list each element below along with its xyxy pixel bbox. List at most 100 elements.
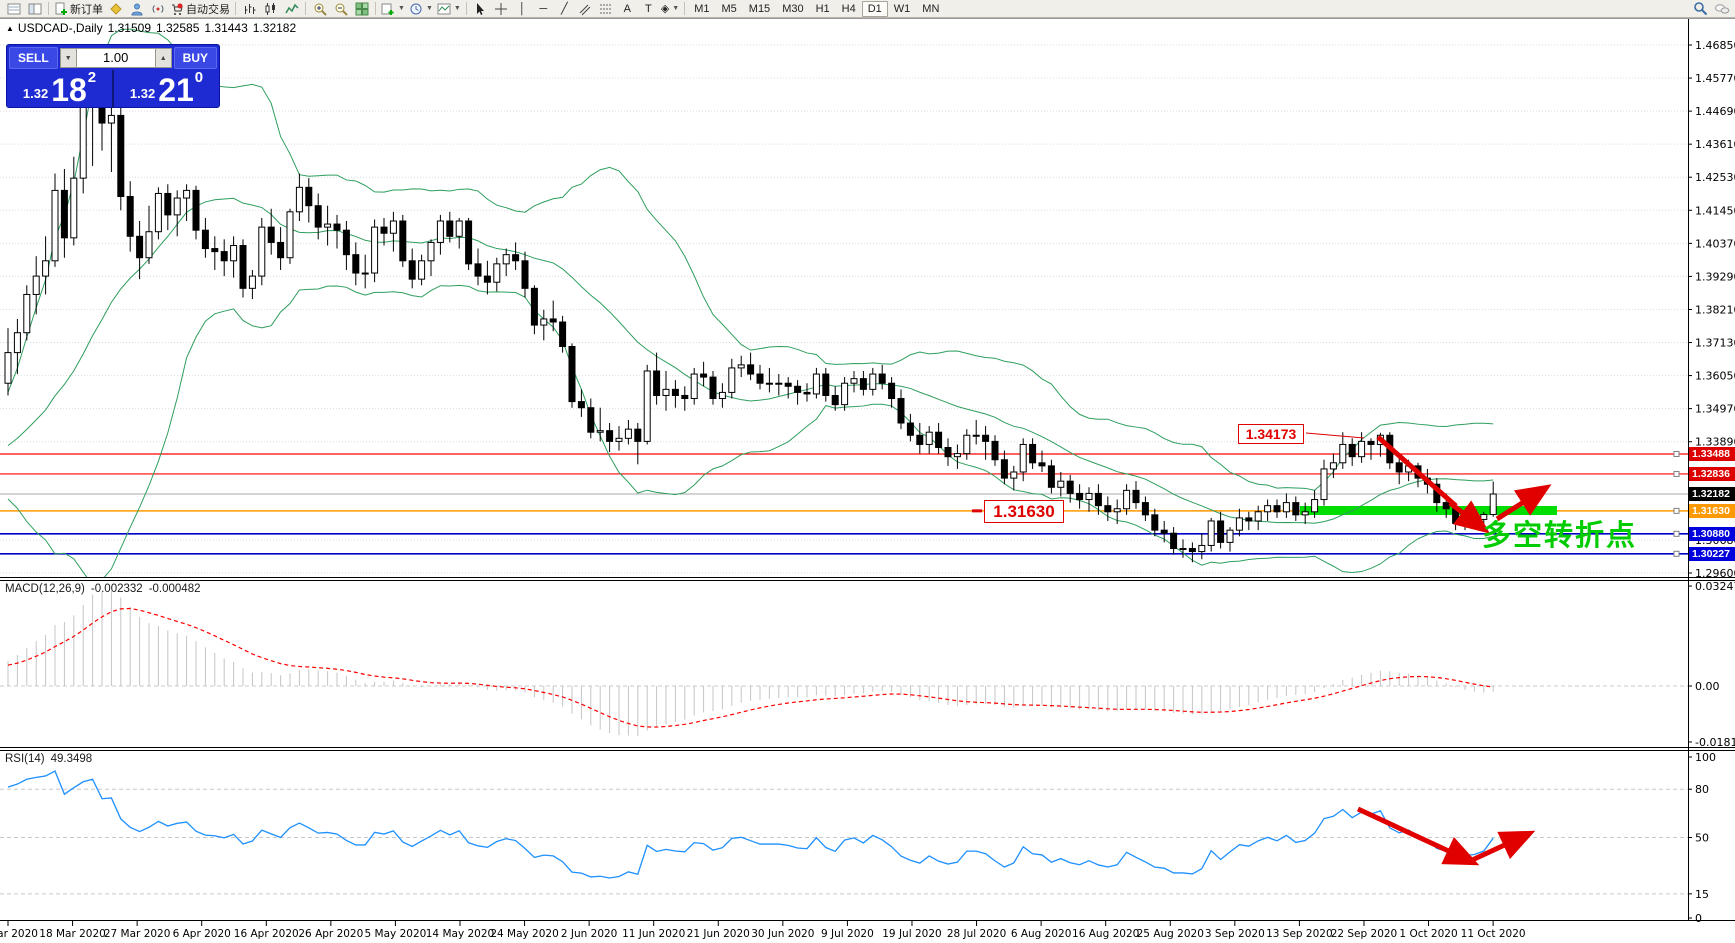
cursor-icon[interactable]	[470, 1, 491, 17]
indicators-add-icon[interactable]: ▼	[379, 1, 407, 17]
chevron-down-icon[interactable]: ▼	[425, 5, 433, 12]
chat-icon[interactable]	[1711, 1, 1732, 17]
toolbar-separator	[375, 2, 376, 15]
timeframe-button-d1[interactable]: D1	[861, 0, 888, 17]
timeframe-button-h1[interactable]: H1	[815, 2, 830, 15]
toolbar-separator	[48, 2, 49, 15]
sell-price[interactable]: 1.32 18 2	[7, 70, 114, 108]
ohlc-close: 1.32182	[252, 21, 297, 35]
svg-text:16 Aug 2020: 16 Aug 2020	[1072, 928, 1139, 940]
svg-text:1.45770: 1.45770	[1695, 72, 1735, 85]
vline-icon[interactable]: │	[512, 1, 533, 17]
toolbar-separator	[465, 2, 467, 15]
annotation-support-price-label[interactable]: 1.31630	[984, 500, 1064, 523]
new-order-button[interactable]: 新订单	[52, 1, 105, 17]
macd-value: -0.002332	[90, 583, 143, 595]
macd-histogram	[7, 590, 1494, 737]
timeframe-button-m30[interactable]: M30	[782, 2, 804, 15]
crosshair-icon[interactable]	[491, 1, 512, 17]
text-label-icon[interactable]: T	[638, 1, 659, 17]
timeframe-button-w1[interactable]: W1	[893, 2, 911, 15]
chart-list-icon[interactable]	[3, 1, 24, 17]
svg-text:1 Oct 2020: 1 Oct 2020	[1399, 928, 1457, 940]
annotation-turning-point-text[interactable]: 多空转折点	[1482, 520, 1638, 552]
level-price-tag-orange: 1.31630	[1689, 503, 1735, 518]
zoom-in-icon[interactable]	[309, 1, 330, 17]
zoom-out-icon[interactable]	[330, 1, 351, 17]
svg-text:28 Jul 2020: 28 Jul 2020	[947, 928, 1006, 940]
data-window-icon[interactable]	[24, 1, 45, 17]
svg-text:1.36050: 1.36050	[1695, 370, 1735, 383]
hline-icon[interactable]: ─	[533, 1, 554, 17]
svg-text:9 Jul 2020: 9 Jul 2020	[821, 928, 874, 940]
level-price-tag-red: 1.32836	[1689, 466, 1735, 481]
svg-text:11 Jun 2020: 11 Jun 2020	[622, 928, 685, 940]
annotation-high-price-label[interactable]: 1.34173	[1238, 424, 1304, 444]
line-chart-icon[interactable]	[281, 1, 302, 17]
timeframe-button-h4[interactable]: H4	[841, 2, 856, 15]
chart-title: ▲ USDCAD-,Daily 1.31509 1.32585 1.31443 1.321…	[6, 21, 301, 35]
buy-price-point: 0	[194, 69, 204, 86]
trendline-icon[interactable]: ╱	[554, 1, 575, 17]
volume-decrease-button[interactable]: ▼	[59, 48, 77, 68]
ohlc-open: 1.31509	[107, 21, 151, 35]
equidistant-channel-icon[interactable]	[575, 1, 596, 17]
timeframe-button-m15[interactable]: M15	[748, 2, 771, 15]
timeframe-button-m5[interactable]: M5	[721, 2, 737, 15]
sell-button[interactable]: SELL	[9, 47, 58, 69]
buy-price-pips: 21	[158, 72, 194, 108]
rsi-line	[7, 770, 1494, 879]
tile-windows-icon[interactable]	[351, 1, 372, 17]
candle-chart-icon[interactable]	[260, 1, 281, 17]
rsi-trend-arrows[interactable]	[1356, 806, 1536, 866]
text-icon[interactable]: A	[617, 1, 638, 17]
svg-text:27 Mar 2020: 27 Mar 2020	[104, 928, 171, 940]
svg-text:16 Apr 2020: 16 Apr 2020	[234, 928, 299, 940]
svg-text:24 May 2020: 24 May 2020	[490, 928, 558, 940]
volume-increase-button[interactable]: ▲	[154, 48, 172, 68]
svg-text:18 Mar 2020: 18 Mar 2020	[39, 928, 106, 940]
svg-text:22 Sep 2020: 22 Sep 2020	[1331, 928, 1398, 940]
buy-price-big: 1.32	[129, 86, 156, 101]
arrows-objects-icon[interactable]: ◈ ▼	[659, 1, 681, 17]
price-axis[interactable]: 1.46850 1.45770 1.44690 1.43610 1.42530 1.414…	[1688, 39, 1735, 925]
trend-arrows[interactable]	[1305, 432, 1552, 534]
auto-trading-button[interactable]: 自动交易	[168, 1, 232, 17]
fibonacci-icon[interactable]	[596, 1, 617, 17]
chevron-down-icon[interactable]: ▼	[398, 5, 405, 12]
collapse-icon[interactable]: ▲	[6, 24, 14, 33]
new-order-button-label: 新订单	[70, 3, 103, 16]
buy-button[interactable]: BUY	[173, 47, 217, 69]
horizontal-levels[interactable]	[0, 450, 1688, 557]
svg-text:1.33890: 1.33890	[1695, 436, 1735, 449]
svg-text:0.00: 0.00	[1695, 680, 1720, 693]
macd-label: MACD(12,26,9) -0.002332 -0.000482	[5, 583, 206, 595]
svg-text:5 May 2020: 5 May 2020	[365, 928, 427, 940]
chevron-down-icon[interactable]: ▼	[453, 5, 461, 12]
pane-borders	[0, 18, 1735, 921]
metaeditor-icon[interactable]	[105, 1, 126, 17]
sell-price-point: 2	[87, 69, 97, 86]
svg-text:6 Aug 2020: 6 Aug 2020	[1011, 928, 1072, 940]
search-icon[interactable]	[1690, 1, 1711, 17]
templates-icon[interactable]: ▼	[435, 1, 463, 17]
timeframe-button-mn[interactable]: MN	[922, 2, 940, 15]
svg-text:1.46850: 1.46850	[1695, 39, 1735, 52]
support-zone-band[interactable]	[1300, 506, 1557, 515]
level-price-tag-blue: 1.30880	[1689, 526, 1735, 541]
bar-chart-icon[interactable]	[239, 1, 260, 17]
trendline-icon-glyph: ╱	[561, 2, 568, 15]
chevron-down-icon[interactable]: ▼	[672, 5, 680, 12]
periods-clock-icon[interactable]: ▼	[407, 1, 435, 17]
grid	[0, 44, 1688, 574]
buy-price[interactable]: 1.32 21 0	[114, 70, 219, 108]
volume-value[interactable]: 1.00	[76, 48, 155, 68]
svg-text:0: 0	[1695, 912, 1702, 925]
arrows-objects-icon-glyph: ◈	[660, 2, 670, 15]
community-icon[interactable]	[126, 1, 147, 17]
signals-icon[interactable]	[147, 1, 168, 17]
bid-price-tag: 1.32182	[1689, 486, 1735, 501]
timeframe-button-m1[interactable]: M1	[694, 2, 710, 15]
